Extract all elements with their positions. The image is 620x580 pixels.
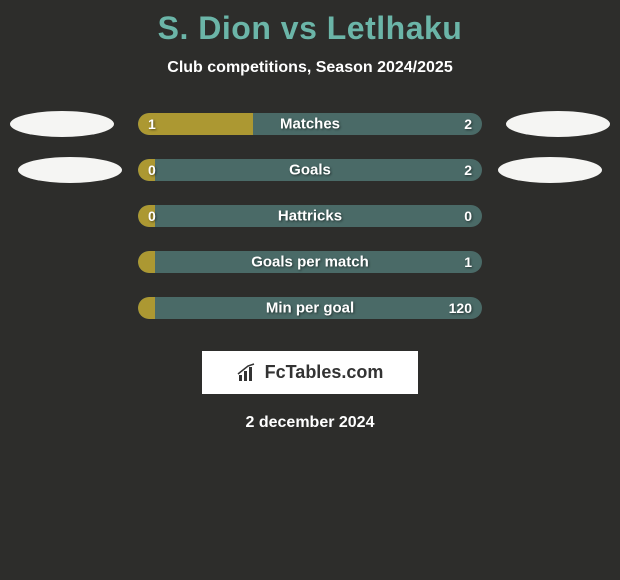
logo-box[interactable]: FcTables.com <box>202 351 418 394</box>
comparison-row: Goals per match1 <box>0 251 620 273</box>
bar-label: Hattricks <box>138 208 482 225</box>
player-marker-right <box>498 157 602 183</box>
bar-track: Goals per match1 <box>138 251 482 273</box>
comparison-row: Hattricks0 0 <box>0 205 620 227</box>
comparison-row: Min per goal120 <box>0 297 620 319</box>
bar-value-right: 0 <box>464 208 472 224</box>
subtitle: Club competitions, Season 2024/2025 <box>0 59 620 77</box>
comparison-rows: Matches12Goals02Hattricks00Goals per mat… <box>0 113 620 319</box>
bar-value-right: 120 <box>449 300 472 316</box>
bar-value-right: 2 <box>464 116 472 132</box>
comparison-row: Goals0 2 <box>0 159 620 181</box>
player-marker-right <box>506 111 610 137</box>
logo-text: FcTables.com <box>265 362 384 383</box>
date-text: 2 december 2024 <box>0 414 620 432</box>
player-marker-left <box>18 157 122 183</box>
bar-label: Goals per match <box>138 254 482 271</box>
bar-track: Goals0 2 <box>138 159 482 181</box>
bar-track: Matches1 2 <box>138 113 482 135</box>
bar-value-left: 0 <box>148 208 156 224</box>
player-marker-left <box>10 111 114 137</box>
bar-label: Goals <box>138 162 482 179</box>
bar-value-left: 0 <box>148 162 156 178</box>
comparison-row: Matches1 2 <box>0 113 620 135</box>
chart-icon <box>237 363 259 383</box>
bar-label: Min per goal <box>138 300 482 317</box>
bar-value-right: 1 <box>464 254 472 270</box>
main-container: S. Dion vs Letlhaku Club competitions, S… <box>0 0 620 432</box>
bar-value-right: 2 <box>464 162 472 178</box>
bar-track: Hattricks0 0 <box>138 205 482 227</box>
page-title: S. Dion vs Letlhaku <box>0 10 620 47</box>
bar-label: Matches <box>138 116 482 133</box>
bar-track: Min per goal120 <box>138 297 482 319</box>
bar-value-left: 1 <box>148 116 156 132</box>
